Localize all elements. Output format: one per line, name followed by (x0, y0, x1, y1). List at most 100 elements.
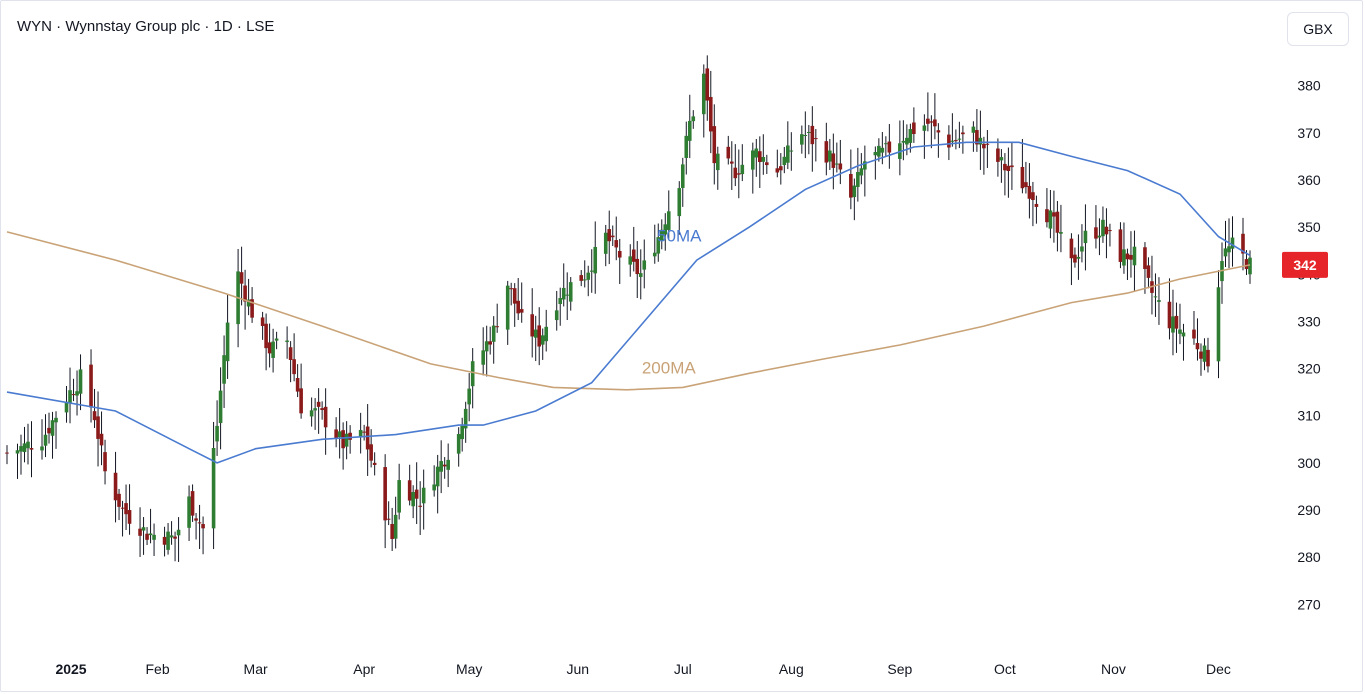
candle (169, 521, 174, 545)
candle (162, 526, 167, 557)
candle (814, 129, 818, 162)
ma200-label: 200MA (642, 358, 697, 377)
candle (120, 500, 125, 537)
candle (975, 109, 979, 152)
candle (1129, 231, 1133, 278)
candle (733, 144, 738, 187)
candle (460, 417, 464, 452)
y-tick-label: 370 (1297, 125, 1321, 141)
candle (1199, 343, 1203, 376)
candle (505, 280, 510, 345)
candle (148, 508, 153, 544)
candle (446, 443, 450, 488)
candle (512, 283, 517, 327)
candle (565, 272, 570, 321)
candle (1045, 188, 1049, 228)
candle (810, 106, 815, 172)
x-tick-label: Oct (994, 661, 1016, 677)
candle (765, 154, 769, 174)
candle (15, 443, 20, 479)
candle (852, 178, 857, 221)
x-tick-label: Jun (566, 661, 589, 677)
candle (1069, 233, 1074, 286)
candle (803, 111, 808, 159)
x-tick-label: Apr (353, 661, 375, 677)
candle (1020, 138, 1025, 194)
candle (849, 149, 853, 210)
candle (29, 421, 34, 478)
candle (1241, 217, 1245, 271)
candle (47, 412, 51, 444)
candle (1174, 302, 1179, 353)
candle (421, 469, 426, 530)
candle (250, 287, 254, 323)
moving-averages-layer: 50MA 200MA (6, 141, 1251, 464)
candle (190, 484, 195, 522)
candle (89, 349, 93, 423)
candle (1010, 141, 1014, 190)
candle (187, 485, 191, 541)
candle (782, 147, 787, 174)
candle (1104, 208, 1109, 259)
candle (323, 388, 328, 455)
candle (456, 427, 461, 467)
candle (929, 115, 934, 149)
candle (96, 391, 100, 467)
candle (271, 328, 275, 373)
candle (509, 282, 514, 306)
candle (1122, 222, 1126, 274)
candle (568, 277, 573, 311)
candle (99, 411, 104, 466)
candle (1108, 223, 1112, 247)
candle (299, 363, 303, 419)
candle (75, 370, 79, 416)
candle (726, 135, 731, 165)
candle (113, 451, 118, 523)
candle (495, 303, 499, 333)
candle (950, 113, 955, 147)
candle (264, 313, 268, 371)
candle (926, 92, 930, 132)
currency-button[interactable]: GBX (1287, 12, 1349, 46)
candle (677, 181, 682, 235)
candle (432, 465, 436, 497)
candle (628, 244, 633, 277)
y-tick-label: 270 (1297, 596, 1321, 612)
candle (71, 378, 76, 402)
candle (124, 484, 128, 530)
candle (999, 149, 1004, 183)
candle (173, 531, 177, 562)
candle (978, 110, 983, 170)
candle (516, 278, 521, 321)
candle (715, 146, 720, 190)
x-tick-label: Jul (674, 661, 692, 677)
candle (1195, 318, 1200, 361)
candle (362, 424, 366, 441)
y-tick-label: 330 (1297, 313, 1321, 329)
candle (985, 130, 990, 168)
candle (369, 429, 373, 468)
candle (267, 323, 272, 368)
ma200-line (6, 231, 1251, 391)
candle (1230, 216, 1235, 267)
candle (295, 364, 300, 398)
candle (239, 246, 244, 306)
candle (313, 398, 317, 430)
candle (43, 414, 48, 458)
candle (1146, 257, 1151, 289)
candle (435, 454, 440, 514)
candle (218, 367, 223, 450)
candle (880, 131, 885, 165)
candle (414, 462, 419, 525)
candle (642, 239, 647, 289)
y-tick-label: 380 (1297, 78, 1321, 94)
candle (22, 426, 27, 463)
candle (729, 141, 734, 190)
candle (491, 316, 496, 364)
candle (1248, 250, 1252, 284)
y-tick-label: 360 (1297, 172, 1321, 188)
candle (1143, 242, 1147, 294)
candle (442, 457, 447, 479)
candle (1031, 181, 1035, 227)
